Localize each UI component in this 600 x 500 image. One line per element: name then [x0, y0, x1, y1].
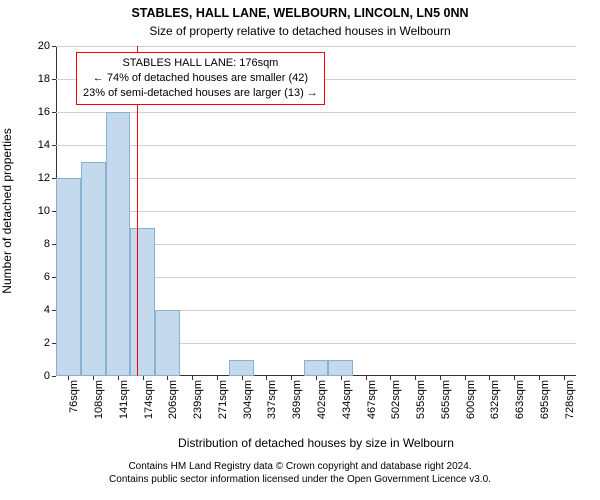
x-tick-label: 141sqm — [118, 376, 130, 419]
bar — [81, 162, 106, 377]
annotation-line: ← 74% of detached houses are smaller (42… — [83, 71, 318, 86]
footer-line-2: Contains public sector information licen… — [0, 473, 600, 486]
x-tick-label: 304sqm — [242, 376, 254, 419]
grid-line — [56, 178, 576, 179]
y-tick-label: 2 — [44, 337, 56, 349]
grid-line — [56, 145, 576, 146]
y-tick-label: 20 — [38, 40, 56, 52]
annotation-box: STABLES HALL LANE: 176sqm← 74% of detach… — [76, 52, 325, 105]
y-tick-label: 8 — [44, 238, 56, 250]
chart-root: STABLES, HALL LANE, WELBOURN, LINCOLN, L… — [0, 0, 600, 500]
x-tick-label: 663sqm — [514, 376, 526, 419]
x-tick-label: 271sqm — [217, 376, 229, 419]
plot-area: 0246810121416182076sqm108sqm141sqm174sqm… — [56, 46, 576, 376]
x-tick-label: 108sqm — [93, 376, 105, 419]
x-tick-label: 695sqm — [539, 376, 551, 419]
x-tick-label: 502sqm — [390, 376, 402, 419]
bar — [56, 178, 81, 376]
y-tick-label: 18 — [38, 73, 56, 85]
bar — [328, 360, 353, 377]
grid-line — [56, 112, 576, 113]
bar — [155, 310, 180, 376]
chart-footer: Contains HM Land Registry data © Crown c… — [0, 460, 600, 486]
x-tick-label: 434sqm — [341, 376, 353, 419]
x-tick-label: 76sqm — [68, 376, 80, 413]
x-tick-label: 600sqm — [465, 376, 477, 419]
x-tick-label: 632sqm — [489, 376, 501, 419]
bar — [130, 228, 155, 377]
y-tick-label: 10 — [38, 205, 56, 217]
x-tick-label: 369sqm — [291, 376, 303, 419]
y-tick-label: 0 — [44, 370, 56, 382]
annotation-line: 23% of semi-detached houses are larger (… — [83, 86, 318, 101]
bar — [229, 360, 254, 377]
x-axis-title: Distribution of detached houses by size … — [56, 436, 576, 450]
x-tick-label: 206sqm — [167, 376, 179, 419]
y-tick-label: 14 — [38, 139, 56, 151]
grid-line — [56, 46, 576, 47]
y-axis-title: Number of detached properties — [0, 128, 14, 293]
x-tick-label: 174sqm — [143, 376, 155, 419]
x-tick-label: 337sqm — [266, 376, 278, 419]
x-tick-label: 402sqm — [316, 376, 328, 419]
x-tick-label: 535sqm — [415, 376, 427, 419]
grid-line — [56, 211, 576, 212]
y-tick-label: 6 — [44, 271, 56, 283]
x-tick-label: 728sqm — [564, 376, 576, 419]
y-tick-label: 16 — [38, 106, 56, 118]
chart-title-main: STABLES, HALL LANE, WELBOURN, LINCOLN, L… — [0, 6, 600, 20]
annotation-line: STABLES HALL LANE: 176sqm — [83, 56, 318, 71]
y-tick-label: 12 — [38, 172, 56, 184]
x-tick-label: 565sqm — [440, 376, 452, 419]
x-tick-label: 239sqm — [192, 376, 204, 419]
y-tick-label: 4 — [44, 304, 56, 316]
footer-line-1: Contains HM Land Registry data © Crown c… — [0, 460, 600, 473]
bar — [304, 360, 329, 377]
bar — [106, 112, 131, 376]
x-tick-label: 467sqm — [366, 376, 378, 419]
chart-title-sub: Size of property relative to detached ho… — [0, 24, 600, 38]
